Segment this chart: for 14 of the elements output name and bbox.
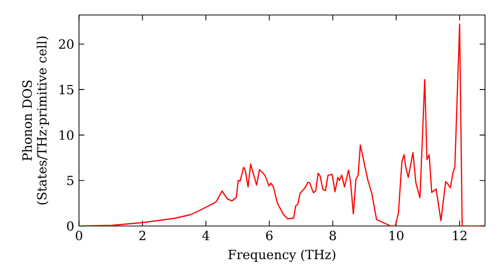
x-axis-title: Frequency (THz) — [228, 249, 336, 262]
y-tick-label: 10 — [60, 130, 74, 140]
y-tick-label: 20 — [59, 39, 74, 49]
x-tick-label: 0 — [76, 230, 82, 240]
x-tick-label: 12 — [453, 230, 466, 240]
y-tick-label: 15 — [60, 84, 74, 94]
y-tick-label: 5 — [67, 176, 74, 186]
x-tick-label: 6 — [266, 230, 273, 240]
y-axis-title: Phonon DOS (States/THz·primitive cell) — [22, 36, 50, 204]
x-tick-label: 8 — [330, 230, 336, 240]
x-tick-label: 10 — [390, 230, 404, 240]
y-tick-label: 0 — [67, 221, 74, 231]
x-tick-label: 2 — [139, 230, 146, 240]
x-tick-label: 4 — [202, 230, 210, 240]
